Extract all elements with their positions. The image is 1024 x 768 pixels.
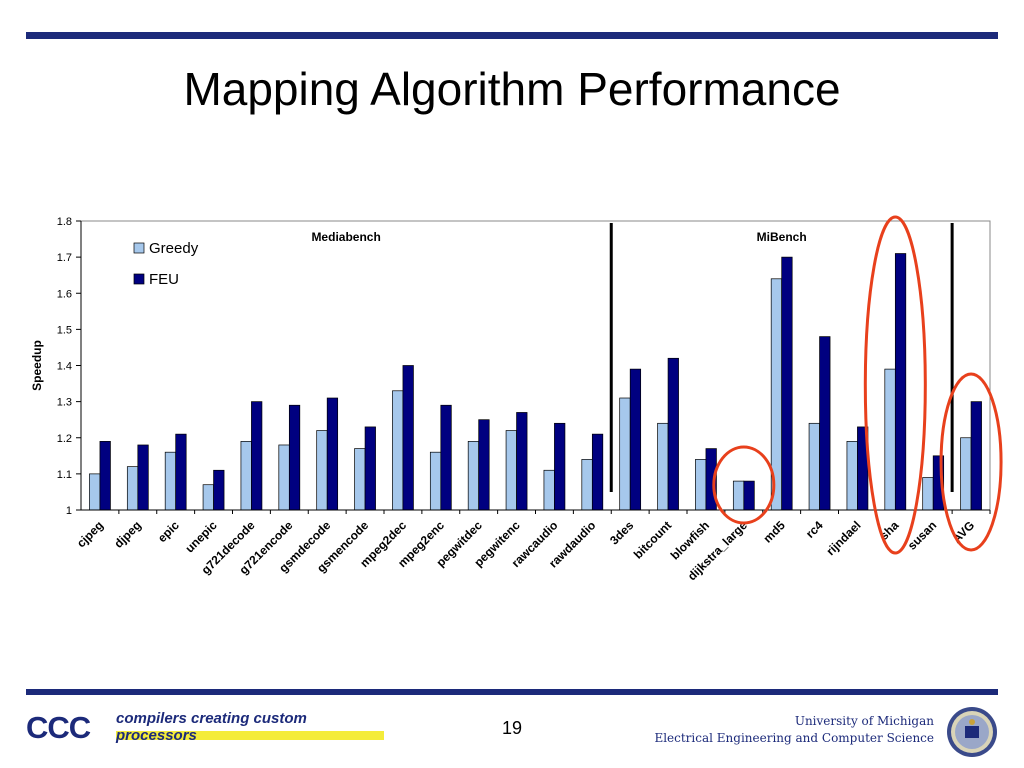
bar-greedy-blowfish — [695, 459, 707, 511]
bar-greedy-gsmencode — [354, 448, 366, 511]
page-number: 19 — [501, 718, 523, 738]
x-tick-label: unepic — [182, 518, 219, 555]
bar-feu-dijkstra_large — [743, 480, 755, 511]
bar-feu-rc4 — [819, 336, 831, 511]
y-tick-label: 1.6 — [57, 288, 72, 300]
bar-greedy-mpeg2dec — [392, 390, 404, 511]
bar-greedy-sha — [884, 368, 896, 511]
bar-feu-cjpeg — [99, 441, 111, 511]
x-tick-label: cjpeg — [74, 518, 106, 550]
legend-label-greedy: Greedy — [149, 240, 199, 257]
bar-feu-mpeg2dec — [402, 365, 414, 511]
ccc-logo: CCC compilers creating custom processors — [26, 706, 384, 746]
bar-greedy-dijkstra_large — [732, 480, 745, 511]
bar-greedy-rawcaudio — [543, 469, 555, 511]
bar-feu-unepic — [213, 469, 225, 511]
bar-greedy-rc4 — [808, 422, 820, 511]
y-tick-label: 1.8 — [57, 216, 72, 228]
bar-greedy-pegwitdec — [467, 441, 480, 511]
y-tick-label: 1.4 — [57, 361, 72, 373]
bar-feu-rawdaudio — [591, 433, 604, 511]
bar-greedy-3des — [619, 397, 631, 511]
tagline-underline — [116, 731, 384, 740]
slide-title: Mapping Algorithm Performance — [183, 63, 841, 115]
bar-greedy-rawdaudio — [581, 459, 593, 511]
x-tick-label: rc4 — [803, 518, 826, 541]
y-axis-label: Speedup — [30, 340, 44, 391]
university-line2: Electrical Engineering and Computer Scie… — [654, 731, 934, 745]
bar-feu-g721decode — [251, 401, 263, 511]
bar-feu-epic — [175, 433, 187, 511]
section-label: MiBench — [757, 230, 807, 244]
section-label: Mediabench — [311, 230, 380, 244]
x-tick-label: md5 — [760, 518, 788, 546]
bottom-rule — [26, 689, 998, 695]
legend-label-feu: FEU — [149, 271, 179, 288]
bar-greedy-cjpeg — [89, 473, 101, 511]
y-tick-label: 1 — [66, 505, 72, 517]
highlight-ellipse-avg — [939, 372, 1003, 552]
x-tick-label: bitcount — [631, 518, 674, 561]
y-tick-label: 1.2 — [57, 433, 72, 445]
bar-greedy-djpeg — [126, 466, 139, 511]
bar-feu-rawcaudio — [554, 422, 566, 511]
legend-swatch-feu — [133, 273, 145, 285]
highlight-ellipse-dijkstra_large — [712, 445, 776, 525]
bar-greedy-AVG — [960, 437, 972, 511]
highlight-ellipse-sha — [863, 215, 927, 555]
university-line1: University of Michigan — [794, 714, 934, 728]
x-tick-label: djpeg — [111, 518, 144, 551]
bar-feu-bitcount — [667, 357, 679, 511]
bar-feu-mpeg2enc — [440, 404, 452, 511]
university-name: University of Michigan Electrical Engine… — [654, 713, 934, 747]
bar-greedy-g721encode — [278, 444, 290, 511]
bar-feu-AVG — [970, 401, 982, 511]
y-tick-label: 1.1 — [57, 469, 72, 481]
y-tick-label: 1.7 — [57, 252, 72, 264]
bar-greedy-bitcount — [657, 422, 669, 511]
bar-feu-3des — [629, 368, 642, 511]
bar-greedy-susan — [922, 477, 934, 511]
bar-greedy-unepic — [202, 484, 214, 511]
bar-greedy-mpeg2enc — [429, 451, 442, 511]
bar-feu-gsmencode — [364, 426, 376, 511]
bar-feu-md5 — [781, 256, 793, 511]
legend-swatch-greedy — [133, 242, 145, 254]
bar-feu-gsmdecode — [326, 397, 339, 511]
bar-feu-pegwitdec — [478, 419, 490, 511]
legend-box — [97, 235, 245, 297]
bar-feu-sha — [894, 253, 907, 511]
x-tick-label: epic — [155, 518, 182, 545]
x-tick-label: 3des — [607, 518, 636, 547]
bar-greedy-rijndael — [846, 441, 858, 511]
university-seal-icon — [947, 707, 997, 757]
y-tick-label: 1.5 — [57, 324, 72, 336]
y-tick-label: 1.3 — [57, 397, 72, 409]
bar-feu-pegwitenc — [516, 412, 528, 511]
bar-greedy-epic — [164, 451, 177, 511]
bar-greedy-pegwitenc — [505, 430, 517, 511]
bar-feu-djpeg — [137, 444, 149, 511]
bar-feu-g721encode — [288, 404, 301, 511]
bar-greedy-gsmdecode — [316, 430, 328, 511]
tagline: compilers creating custom processors — [116, 710, 307, 744]
x-tick-label: rijndael — [823, 518, 863, 558]
speedup-bar-chart: 1 1.1 1.2 1.3 1.4 1.5 1.6 1.7 1.8 Speedup cjpeg djp… — [30, 215, 1003, 583]
bar-greedy-g721decode — [240, 441, 252, 511]
top-rule — [26, 32, 998, 39]
ccc-logo-text: CCC — [26, 710, 91, 745]
